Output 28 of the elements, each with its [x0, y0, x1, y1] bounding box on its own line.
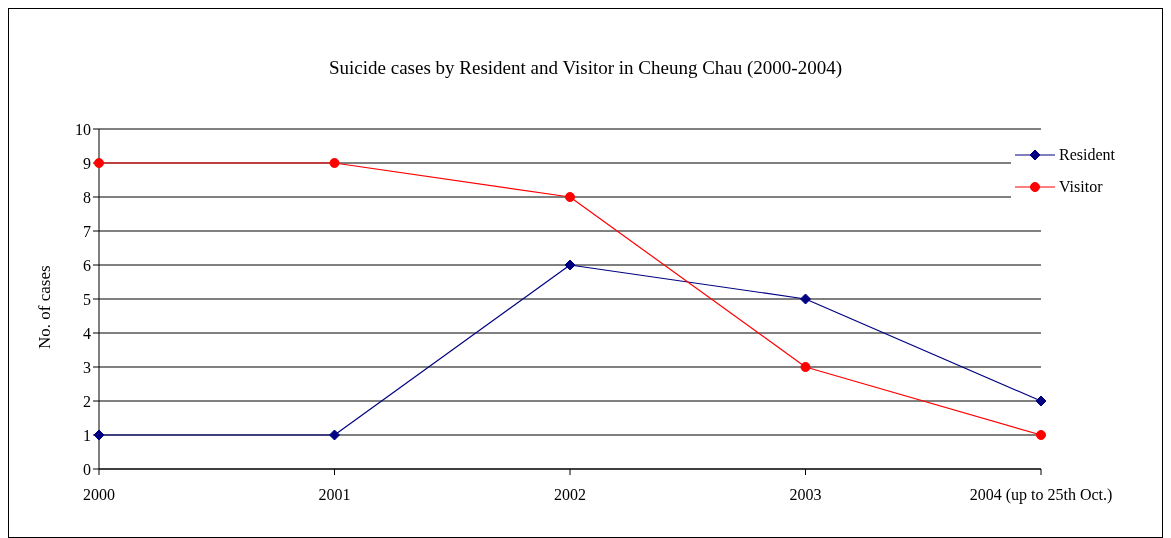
legend-label: Visitor: [1059, 178, 1103, 196]
y-tick-label: 10: [75, 120, 91, 138]
y-tick-label: 9: [83, 154, 91, 172]
x-tick-label: 2003: [789, 486, 822, 504]
x-tick-label: 2000: [83, 486, 115, 504]
y-tick-label: 3: [83, 358, 91, 376]
point: [329, 158, 340, 168]
point: [1036, 430, 1046, 440]
point: [1035, 395, 1047, 407]
point: [564, 259, 576, 271]
point: [800, 293, 811, 305]
y-axis-title: No. of cases: [35, 265, 55, 349]
point: [329, 429, 340, 441]
y-tick-label: 4: [83, 324, 91, 342]
point: [800, 362, 811, 372]
legend-label: Resident: [1059, 146, 1115, 164]
x-tick-label: 2002: [554, 486, 586, 504]
chart-title: Suicide cases by Resident and Visitor in Cheung Chau (2000-2004): [328, 57, 843, 79]
y-tick-label: 5: [83, 290, 91, 308]
x-tick-label: 2001: [318, 486, 351, 504]
y-tick-label: 8: [83, 188, 91, 206]
y-tick-label: 0: [83, 460, 91, 478]
y-tick-label: 6: [83, 256, 91, 274]
x-tick-label: 2004 (up to 25th Oct.): [969, 486, 1113, 505]
point: [565, 192, 575, 202]
y-tick-label: 1: [83, 426, 91, 444]
y-tick-label: 2: [83, 392, 91, 410]
y-tick-label: 7: [83, 222, 91, 240]
